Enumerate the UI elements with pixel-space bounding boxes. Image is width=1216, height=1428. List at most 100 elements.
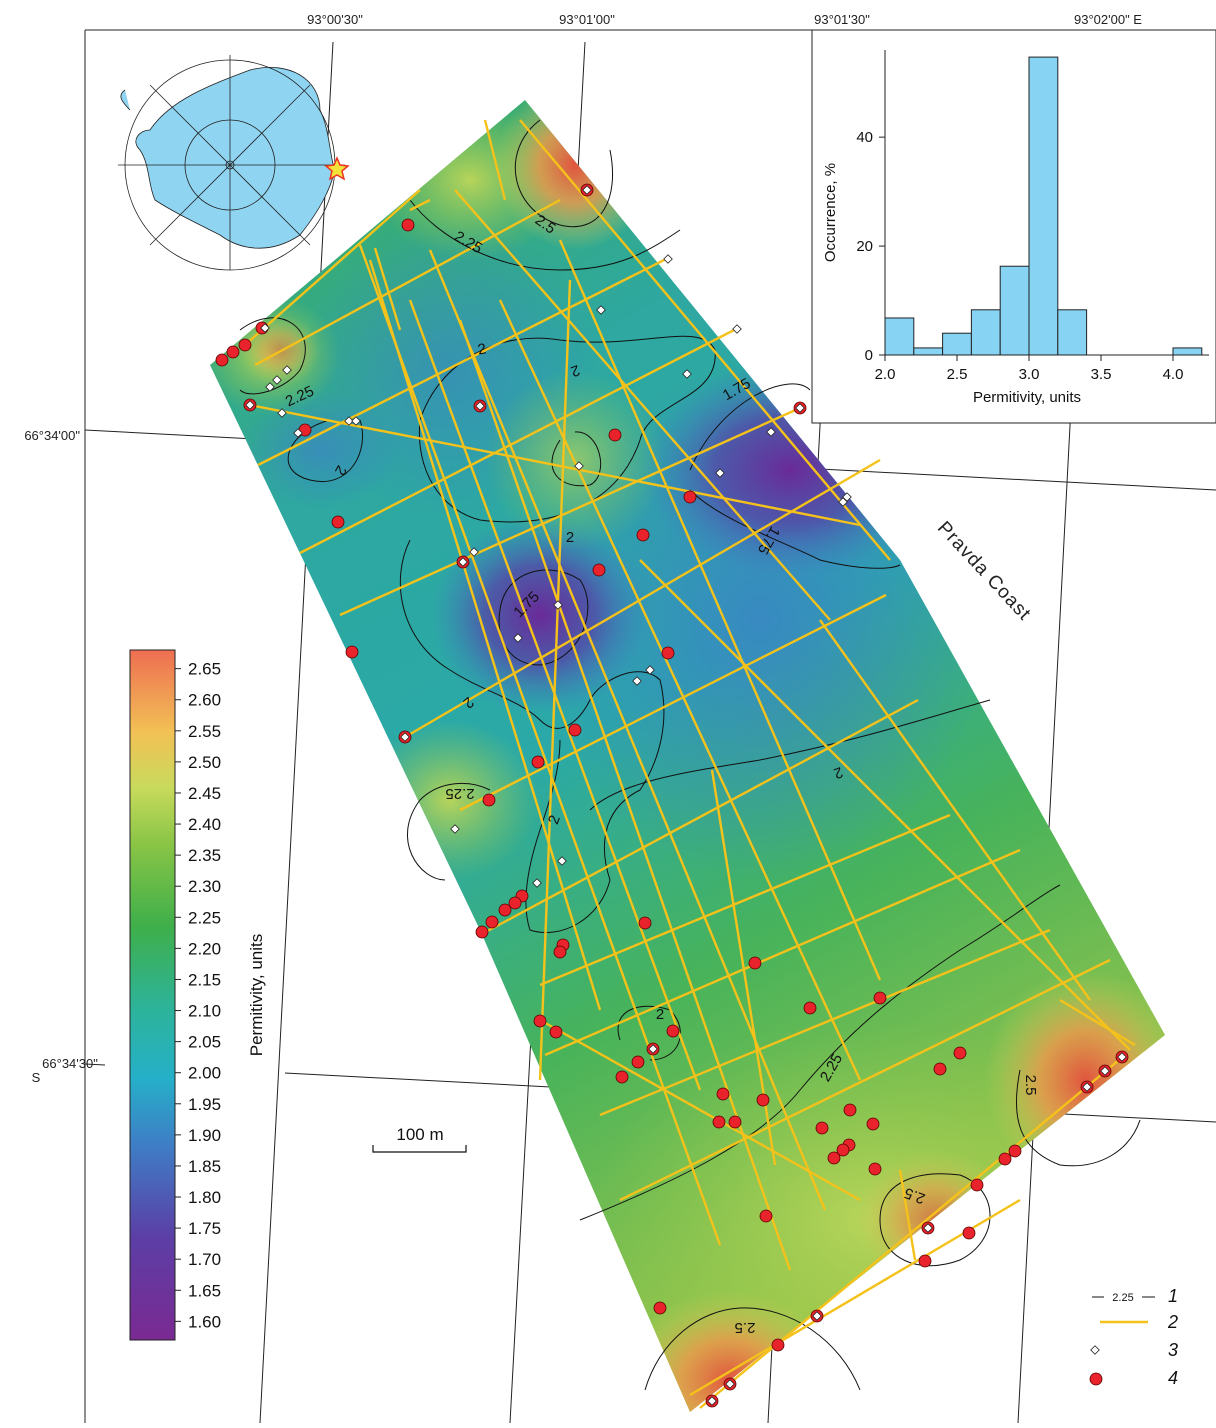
sample-point	[609, 429, 621, 441]
sample-point	[593, 564, 605, 576]
colorbar-tick-label: 2.30	[188, 877, 221, 896]
sample-point	[954, 1047, 966, 1059]
figure: 2.52.252.252221.751.751.75222.252222.252…	[0, 0, 1216, 1423]
colorbar-tick-label: 1.80	[188, 1188, 221, 1207]
sample-point	[934, 1063, 946, 1075]
colorbar-tick-label: 1.90	[188, 1126, 221, 1145]
legend-label: 1	[1168, 1286, 1178, 1306]
sample-point	[867, 1118, 879, 1130]
x-tick-label: 2.0	[875, 366, 896, 383]
colorbar-tick-label: 1.60	[188, 1312, 221, 1331]
sample-point	[999, 1153, 1011, 1165]
contour-label: 2.5	[735, 1319, 756, 1336]
colorbar-tick-label: 2.20	[188, 939, 221, 958]
colorbar-tick-label: 2.50	[188, 753, 221, 772]
diamond-point	[733, 325, 741, 333]
sample-point	[532, 756, 544, 768]
x-tick-label: 4.0	[1163, 366, 1184, 383]
sample-point	[874, 992, 886, 1004]
colorbar-tick-label: 2.05	[188, 1033, 221, 1052]
sample-point	[346, 646, 358, 658]
colorbar-tick-label: 2.45	[188, 784, 221, 803]
sample-point	[717, 1088, 729, 1100]
sample-point	[639, 917, 651, 929]
sample-point	[483, 794, 495, 806]
sample-point	[667, 1025, 679, 1037]
histogram-bar	[971, 310, 1000, 355]
sample-point	[227, 346, 239, 358]
x-tick-label: 2.5	[947, 366, 968, 383]
sample-point	[476, 926, 488, 938]
contour-label: 2	[566, 529, 574, 546]
legend-label: 3	[1168, 1340, 1178, 1360]
sample-point	[534, 1015, 546, 1027]
sample-point	[772, 1339, 784, 1351]
contour-label: 2.25	[445, 785, 474, 802]
colorbar: Permitivity, units 1.60 1.65 1.70 1.75 1.80 1…	[130, 650, 266, 1340]
sample-point	[828, 1152, 840, 1164]
sample-point	[486, 916, 498, 928]
colorbar-tick-label: 2.65	[188, 660, 221, 679]
colorbar-ramp	[130, 650, 175, 1340]
sample-point	[216, 354, 228, 366]
y-axis-title: Occurrence, %	[822, 163, 839, 262]
y-tick-label: 20	[856, 238, 873, 255]
lon-label: 93°02'00" E	[1074, 12, 1142, 27]
colorbar-tick-label: 2.25	[188, 908, 221, 927]
colorbar-tick-label: 2.60	[188, 691, 221, 710]
colorbar-tick-label: 2.15	[188, 970, 221, 989]
sample-point	[332, 516, 344, 528]
sample-point	[637, 529, 649, 541]
colorbar-tick-label: 2.40	[188, 815, 221, 834]
y-tick-label: 40	[856, 129, 873, 146]
colorbar-title: Permitivity, units	[247, 934, 266, 1057]
sample-point	[402, 219, 414, 231]
sample-point	[499, 904, 511, 916]
sample-point	[550, 1026, 562, 1038]
sample-point	[654, 1302, 666, 1314]
locator-map	[118, 55, 348, 270]
sample-point	[554, 946, 566, 958]
histogram-bar	[914, 348, 943, 355]
contour-label: 2	[656, 1006, 664, 1023]
lat-label: 66°34'00"	[24, 428, 80, 443]
colorbar-tick-label: 1.75	[188, 1219, 221, 1238]
sample-point	[869, 1163, 881, 1175]
page: {"map":{ "lon_labels":["93°00'30\"","93°…	[0, 0, 1216, 1423]
hemisphere: S	[32, 1070, 41, 1085]
lon-label: 93°01'00"	[559, 12, 615, 27]
legend-label: 2	[1167, 1312, 1178, 1332]
sample-point	[757, 1094, 769, 1106]
region-label: Pravda Coast	[933, 518, 1035, 625]
sample-point	[662, 647, 674, 659]
y-tick-label: 0	[865, 347, 873, 364]
x-tick-label: 3.5	[1091, 366, 1112, 383]
sample-point	[239, 339, 251, 351]
histogram-bar	[1058, 310, 1087, 355]
sample-point	[632, 1056, 644, 1068]
lon-label: 93°00'30"	[307, 12, 363, 27]
colorbar-tick-label: 1.70	[188, 1250, 221, 1269]
sample-point	[569, 724, 581, 736]
colorbar-tick-label: 2.00	[188, 1064, 221, 1083]
sample-point	[684, 491, 696, 503]
scale-label: 100 m	[396, 1125, 443, 1144]
sample-point	[729, 1116, 741, 1128]
histogram-bar	[1029, 57, 1058, 355]
colorbar-tick-label: 1.95	[188, 1095, 221, 1114]
sample-point	[509, 897, 521, 909]
sample-point	[963, 1227, 975, 1239]
x-axis-title: Permitivity, units	[973, 389, 1081, 406]
x-tick-label: 3.0	[1019, 366, 1040, 383]
legend-sample: 2.25	[1112, 1292, 1133, 1304]
histogram-bar	[1173, 348, 1202, 355]
sample-point	[804, 1002, 816, 1014]
sample-point	[616, 1071, 628, 1083]
scale-bar: 100 m	[373, 1125, 466, 1152]
sample-point	[971, 1179, 983, 1191]
colorbar-tick-label: 1.65	[188, 1281, 221, 1300]
sample-point	[760, 1210, 772, 1222]
legend-label: 4	[1168, 1368, 1178, 1388]
histogram-bar	[1000, 266, 1029, 355]
sample-point	[919, 1255, 931, 1267]
